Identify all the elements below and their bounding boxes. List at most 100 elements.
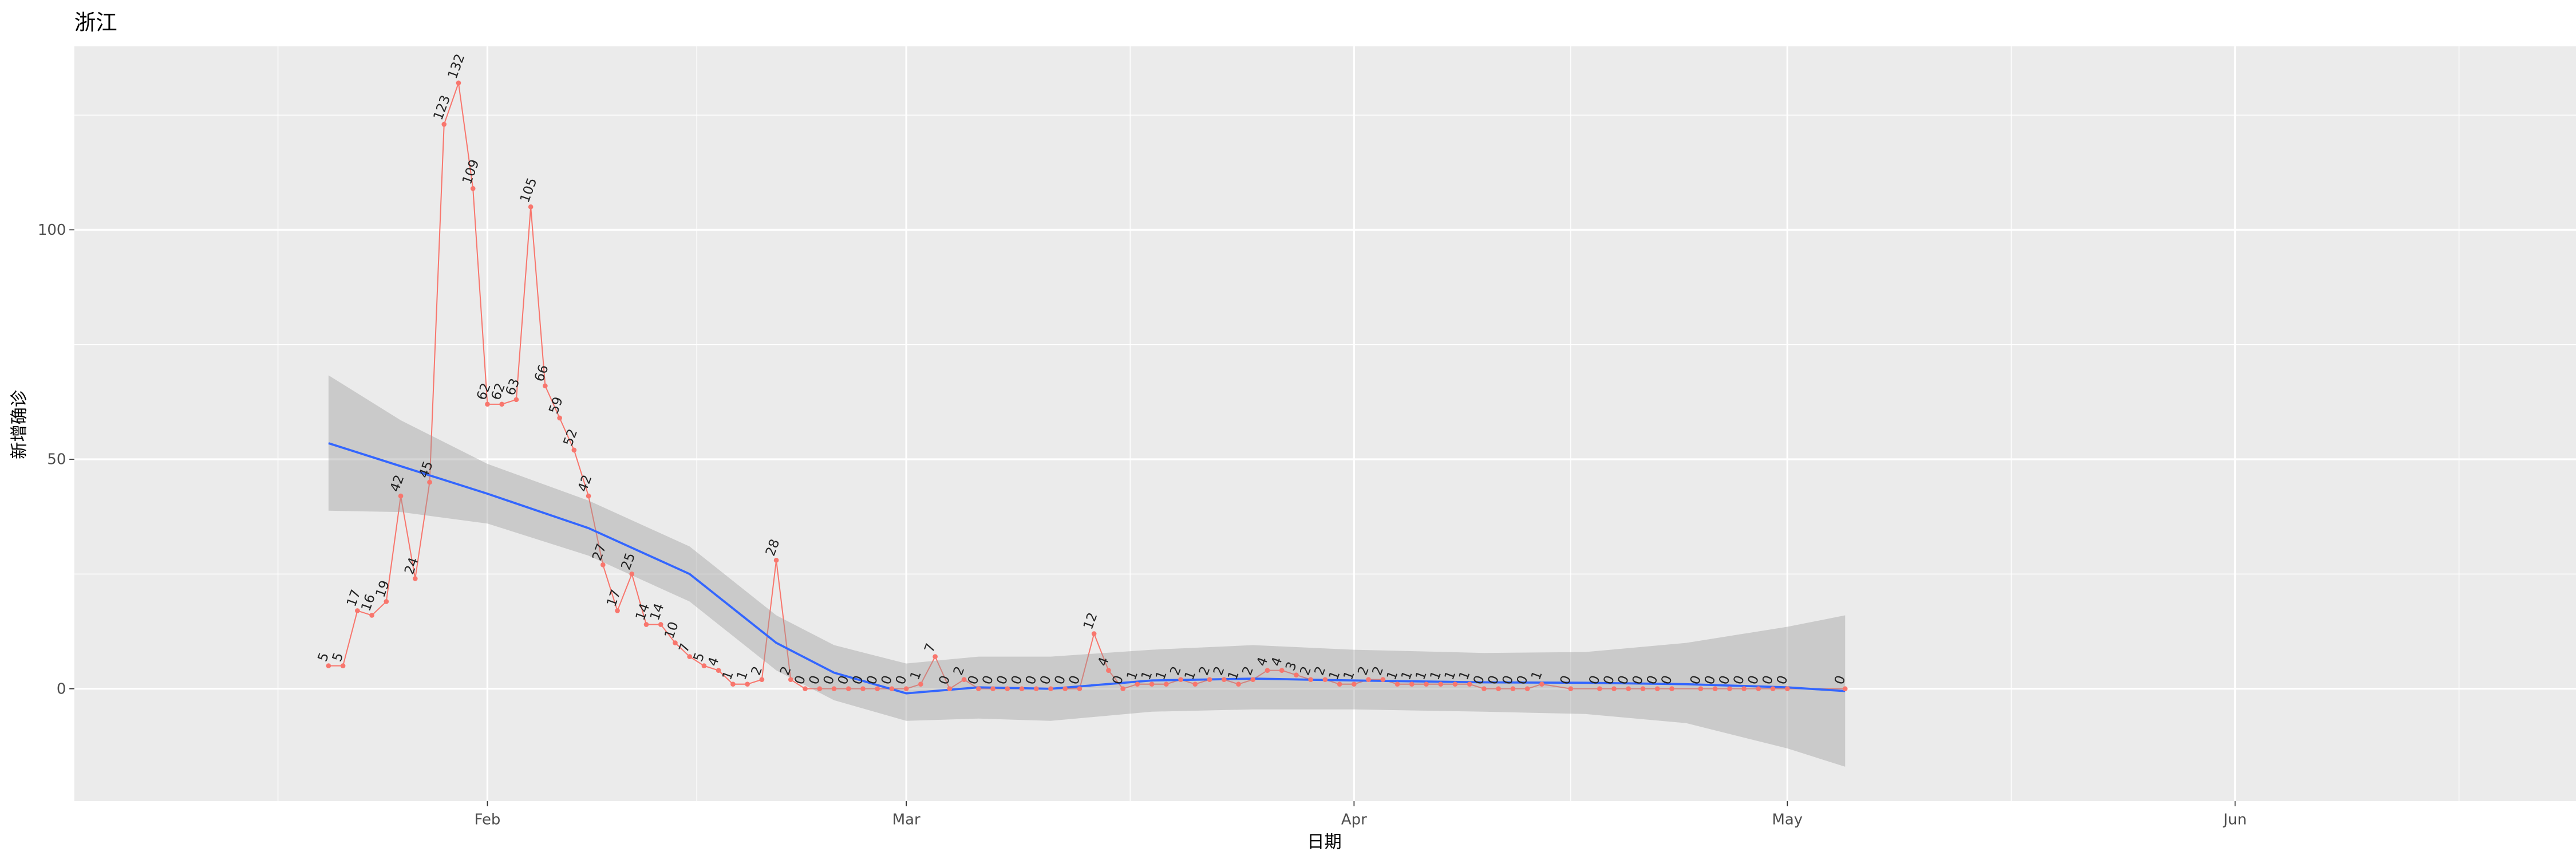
data-point xyxy=(976,686,981,692)
data-point xyxy=(615,608,620,613)
data-point xyxy=(1842,686,1848,692)
data-point xyxy=(947,686,953,692)
data-point xyxy=(643,622,649,627)
y-tick-label: 100 xyxy=(38,222,66,239)
data-point xyxy=(1048,686,1053,692)
data-point xyxy=(1756,686,1761,692)
data-point xyxy=(875,686,880,692)
data-point xyxy=(384,599,389,604)
data-point xyxy=(773,557,779,563)
data-point xyxy=(1727,686,1732,692)
data-point xyxy=(1322,677,1328,682)
data-point xyxy=(1352,681,1357,687)
data-point xyxy=(629,572,635,577)
data-point xyxy=(730,681,736,687)
data-point xyxy=(1568,686,1574,692)
confidence-band xyxy=(328,375,1846,767)
x-tick-label: Feb xyxy=(474,811,500,828)
data-point xyxy=(788,677,793,682)
data-point xyxy=(1626,686,1631,692)
data-point xyxy=(1250,677,1256,682)
data-point xyxy=(1452,681,1458,687)
data-point xyxy=(990,686,995,692)
data-point xyxy=(1062,686,1068,692)
data-point xyxy=(340,663,346,668)
data-point xyxy=(1279,668,1285,673)
data-point xyxy=(470,186,476,191)
data-point xyxy=(398,493,404,499)
x-tick-label: Mar xyxy=(892,811,920,828)
data-point xyxy=(369,613,374,618)
data-point xyxy=(1611,686,1617,692)
data-point xyxy=(1597,686,1602,692)
data-point xyxy=(1640,686,1646,692)
data-point xyxy=(817,686,823,692)
data-point xyxy=(1524,686,1530,692)
data-point xyxy=(831,686,837,692)
data-point xyxy=(586,493,591,499)
data-point xyxy=(860,686,866,692)
data-point xyxy=(441,121,447,127)
data-point xyxy=(1698,686,1704,692)
data-point xyxy=(1380,677,1386,682)
data-point xyxy=(1135,681,1140,687)
data-point xyxy=(499,401,505,407)
plot-panel xyxy=(74,46,2576,802)
data-point xyxy=(701,663,707,668)
data-point xyxy=(1178,677,1183,682)
y-tick-label: 0 xyxy=(57,680,66,698)
data-point xyxy=(1005,686,1010,692)
x-tick-label: Apr xyxy=(1341,811,1367,828)
data-point xyxy=(1366,677,1371,682)
data-point xyxy=(1192,681,1198,687)
data-point xyxy=(716,668,721,673)
x-axis-title: 日期 xyxy=(1307,832,1342,852)
data-point xyxy=(1308,677,1313,682)
data-point xyxy=(600,562,606,568)
data-point xyxy=(961,677,967,682)
data-point xyxy=(759,677,765,682)
data-point xyxy=(687,654,693,659)
data-point xyxy=(1785,686,1790,692)
y-tick-label: 50 xyxy=(47,451,66,468)
data-point xyxy=(355,608,360,613)
data-point xyxy=(673,640,678,645)
data-point xyxy=(1265,668,1270,673)
data-point xyxy=(1077,686,1082,692)
data-point xyxy=(427,479,432,485)
data-point xyxy=(1106,668,1111,673)
data-point xyxy=(485,401,490,407)
data-point xyxy=(1654,686,1660,692)
data-point xyxy=(1091,631,1097,636)
data-point xyxy=(1741,686,1747,692)
data-point xyxy=(1019,686,1025,692)
data-point xyxy=(1164,681,1169,687)
data-point xyxy=(1510,686,1516,692)
data-point xyxy=(1669,686,1674,692)
data-point xyxy=(918,681,923,687)
data-point xyxy=(1033,686,1039,692)
data-point xyxy=(1481,686,1487,692)
data-point xyxy=(803,686,808,692)
data-point xyxy=(1539,681,1544,687)
data-point xyxy=(571,447,577,453)
data-point xyxy=(528,204,534,210)
data-point xyxy=(513,397,519,403)
data-point xyxy=(658,622,663,627)
data-point xyxy=(1496,686,1502,692)
chart-title: 浙江 xyxy=(74,10,117,35)
data-point xyxy=(1120,686,1125,692)
data-point xyxy=(543,383,548,389)
data-point xyxy=(1438,681,1444,687)
data-point xyxy=(412,576,418,581)
data-point xyxy=(1236,681,1241,687)
data-point xyxy=(1712,686,1718,692)
data-point xyxy=(456,80,461,86)
data-point xyxy=(1149,681,1155,687)
data-point xyxy=(1221,677,1227,682)
data-point xyxy=(1770,686,1776,692)
data-point xyxy=(1294,672,1299,677)
data-point xyxy=(1424,681,1429,687)
